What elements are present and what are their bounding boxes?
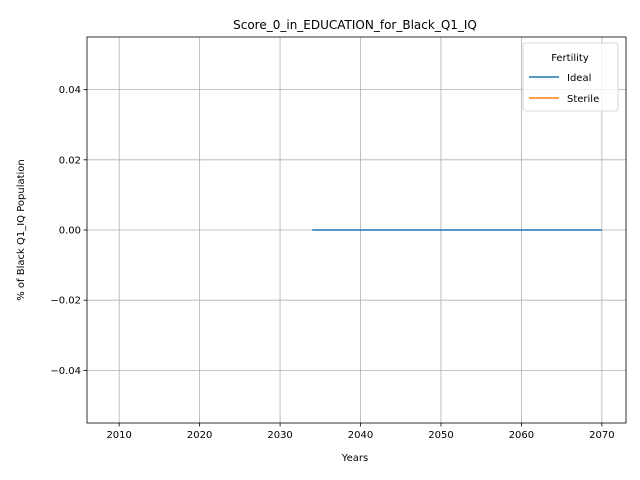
legend-label-ideal: Ideal xyxy=(567,73,591,84)
y-tick-label: −0.04 xyxy=(50,366,81,377)
x-tick-label: 2060 xyxy=(509,430,534,441)
x-axis-ticks: 2010 2020 2030 2040 2050 2060 2070 xyxy=(106,423,615,441)
y-axis-ticks: −0.04 −0.02 0.00 0.02 0.04 xyxy=(50,85,87,377)
legend-frame xyxy=(522,42,619,112)
x-tick-label: 2050 xyxy=(428,430,453,441)
y-tick-label: 0.00 xyxy=(59,226,81,237)
chart-title: Score_0_in_EDUCATION_for_Black_Q1_IQ xyxy=(233,18,477,32)
x-axis-label: Years xyxy=(341,453,368,464)
y-tick-label: 0.04 xyxy=(59,85,81,96)
x-tick-label: 2030 xyxy=(267,430,292,441)
legend-title: Fertility xyxy=(551,53,589,64)
x-tick-label: 2040 xyxy=(348,430,373,441)
x-tick-label: 2070 xyxy=(589,430,614,441)
y-tick-label: −0.02 xyxy=(50,296,81,307)
legend-label-sterile: Sterile xyxy=(567,94,599,105)
y-tick-label: 0.02 xyxy=(59,155,81,166)
legend: Fertility Ideal Sterile xyxy=(522,42,619,112)
x-tick-label: 2020 xyxy=(187,430,212,441)
x-tick-label: 2010 xyxy=(106,430,131,441)
y-axis-label: % of Black Q1_IQ Population xyxy=(16,159,27,301)
